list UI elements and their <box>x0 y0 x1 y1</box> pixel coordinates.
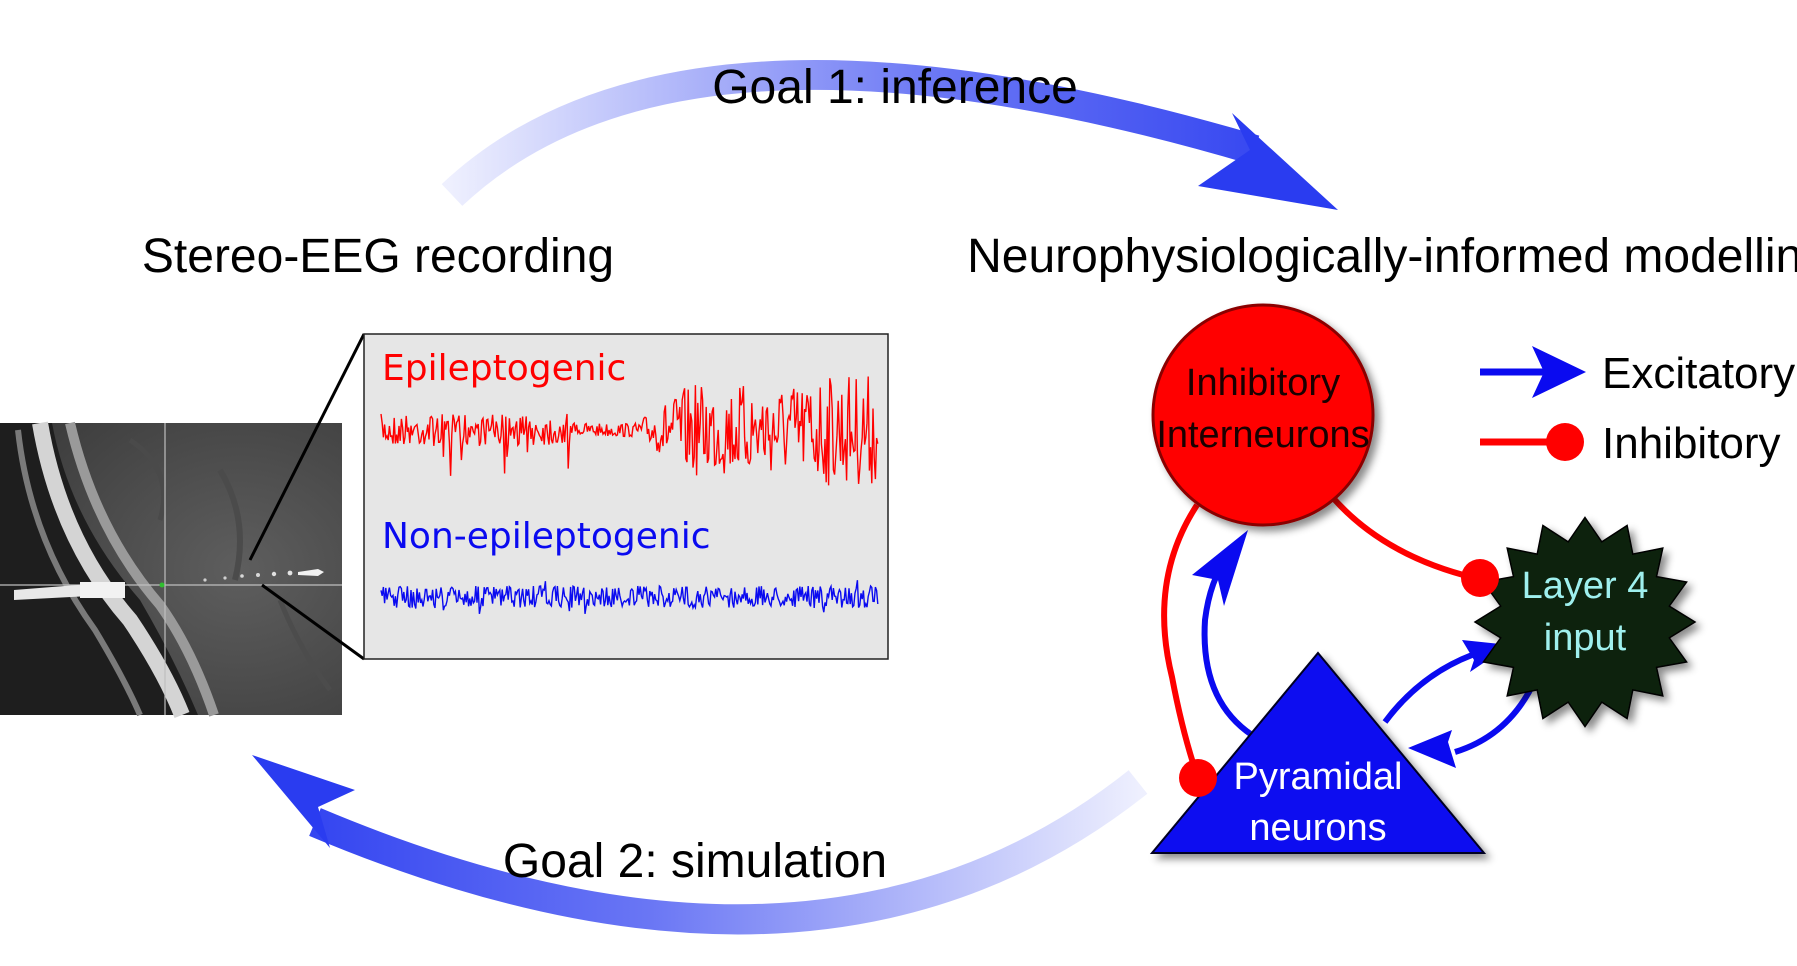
legend: Excitatory Inhibitory <box>1480 346 1795 468</box>
layer4-label-line1: Layer 4 <box>1522 565 1649 607</box>
zoom-line-bottom <box>261 583 365 661</box>
legend-inhibitory-dot <box>1546 423 1584 461</box>
goal1-arrow <box>441 59 1338 210</box>
goal1-label: Goal 1: inference <box>712 61 1078 114</box>
non-epileptogenic-label: Non-epileptogenic <box>382 516 711 557</box>
pyramidal-label-line2: neurons <box>1249 807 1386 849</box>
modelling-title: Neurophysiologically-informed modelling <box>967 230 1797 283</box>
goal2-label: Goal 2: simulation <box>503 835 887 888</box>
legend-inhibitory-label: Inhibitory <box>1602 419 1781 468</box>
pyramidal-label-line1: Pyramidal <box>1234 756 1403 798</box>
pyramidal-neurons-node <box>1149 651 1487 854</box>
zoom-line-top <box>248 333 366 561</box>
legend-excitatory-label: Excitatory <box>1602 349 1795 398</box>
inhibitory-connection-interneurons-to-pyramidal <box>1161 503 1201 779</box>
excitatory-arrowhead-to-pyramidal <box>1408 730 1456 768</box>
inhibitory-synapse-pyramidal <box>1179 759 1217 797</box>
inhibitory-connection-interneurons-to-layer4 <box>1325 490 1476 581</box>
excitatory-connection-pyramidal-to-layer4 <box>1382 652 1474 724</box>
epileptogenic-label: Epileptogenic <box>382 348 626 389</box>
interneurons-node <box>1151 303 1375 527</box>
excitatory-arrowhead-to-interneurons <box>1192 530 1248 606</box>
layer4-input-node <box>1473 516 1697 728</box>
non-epileptogenic-trace <box>380 580 879 615</box>
goal2-arrow <box>252 755 1148 935</box>
inhibitory-synapse-layer4 <box>1461 559 1499 597</box>
interneurons-label-line1: Inhibitory <box>1186 362 1340 404</box>
epileptogenic-trace <box>380 376 879 486</box>
trace-panel <box>363 333 889 660</box>
interneurons-label-line2: Interneurons <box>1156 414 1369 456</box>
recording-title: Stereo-EEG recording <box>142 230 614 283</box>
mri-image <box>0 421 342 718</box>
legend-excitatory-arrowhead <box>1532 346 1586 398</box>
layer4-label-line2: input <box>1544 617 1627 659</box>
